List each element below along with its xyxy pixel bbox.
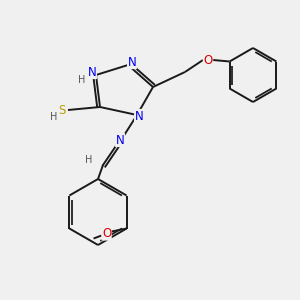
Text: N: N (88, 65, 96, 79)
Text: N: N (116, 134, 124, 146)
Text: N: N (135, 110, 143, 122)
Text: N: N (128, 56, 136, 68)
Text: H: H (85, 155, 93, 165)
Text: O: O (203, 53, 213, 67)
Text: H: H (78, 75, 86, 85)
Text: H: H (50, 112, 58, 122)
Text: S: S (58, 103, 66, 116)
Text: O: O (102, 227, 111, 240)
